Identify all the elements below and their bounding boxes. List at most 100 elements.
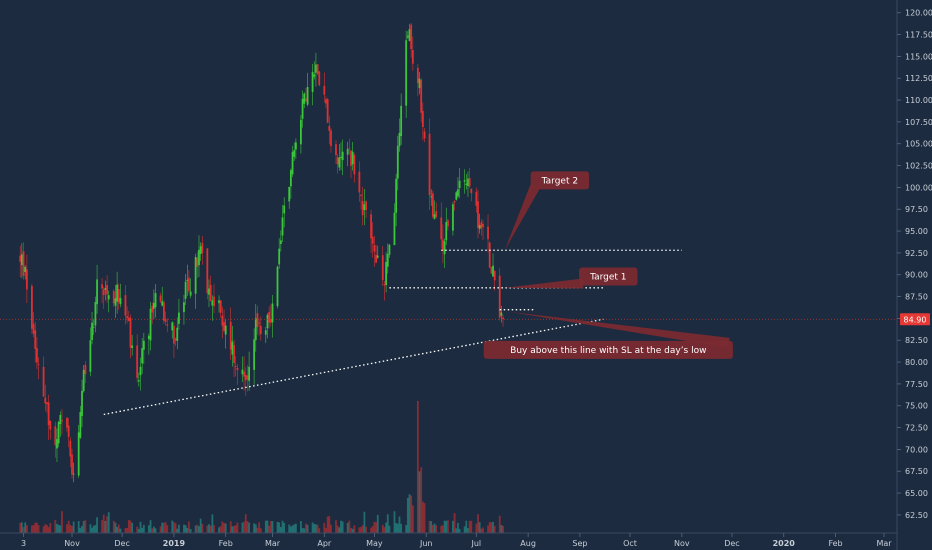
volume-bar: [183, 524, 185, 533]
volume-bar: [440, 525, 443, 533]
volume-bar: [84, 520, 87, 533]
volume-bar: [465, 520, 468, 533]
volume-bar: [477, 514, 479, 533]
candle: [371, 222, 374, 258]
candle: [189, 278, 192, 299]
volume-bar: [405, 525, 408, 533]
volume-bar: [346, 522, 349, 533]
candle: [151, 302, 154, 324]
candle: [487, 214, 489, 253]
candle: [500, 306, 503, 323]
candle: [223, 309, 225, 333]
candle: [56, 428, 58, 462]
candle: [77, 424, 80, 478]
candle: [373, 235, 376, 267]
volume-bar: [299, 521, 302, 533]
candle: [281, 204, 284, 242]
volume-bar: [325, 528, 327, 533]
x-tick-label: Feb: [828, 539, 842, 548]
volume-bar: [411, 505, 414, 533]
candle: [89, 327, 92, 377]
candle: [326, 97, 329, 124]
volume-bar: [184, 525, 187, 533]
target-1-note-text: Target 1: [589, 273, 626, 283]
volume-bar: [162, 522, 165, 533]
volume-bar: [294, 523, 297, 533]
candle: [176, 317, 179, 350]
volume-bar: [233, 525, 235, 533]
candle: [376, 245, 379, 259]
volume-bar: [166, 525, 169, 533]
volume-bar: [91, 527, 93, 533]
target-1-note[interactable]: Target 1: [504, 267, 638, 289]
candle: [173, 322, 175, 359]
candle: [455, 190, 458, 201]
candle: [315, 52, 317, 87]
volume-bar: [46, 524, 48, 533]
volume-bar: [117, 524, 120, 533]
volume-bar: [124, 527, 127, 533]
candle: [198, 235, 200, 278]
candle: [311, 63, 314, 106]
volume-bar: [244, 514, 247, 533]
candle: [57, 420, 60, 448]
candle: [423, 127, 426, 143]
volume-bar: [57, 524, 60, 533]
candle: [442, 224, 444, 264]
candle: [416, 63, 419, 97]
candle: [294, 138, 297, 159]
last-price-tag: 84.90: [900, 313, 930, 326]
volume-bar: [96, 517, 98, 533]
volume-bar: [365, 526, 367, 533]
y-tick-label: 62.50: [905, 511, 928, 520]
candle: [453, 200, 456, 211]
volume-bar: [338, 527, 341, 533]
volume-bar: [408, 494, 411, 533]
y-tick-label: 95.00: [905, 227, 928, 236]
candle: [291, 145, 294, 177]
volume-bar: [67, 520, 70, 533]
candle: [131, 334, 134, 356]
volume-bar: [381, 524, 384, 533]
volume-bar: [71, 526, 73, 533]
candle: [129, 314, 132, 359]
candle: [137, 372, 140, 387]
candle: [330, 128, 332, 153]
volume-bar: [370, 527, 372, 533]
volume-bar: [208, 524, 210, 533]
volume-bar: [383, 527, 386, 533]
buy-note[interactable]: Buy above this line with SL at the day’s…: [483, 311, 733, 359]
candle: [440, 202, 443, 249]
y-tick-label: 112.50: [905, 74, 932, 83]
candle: [231, 325, 234, 367]
candle: [433, 200, 436, 220]
candle: [253, 328, 256, 385]
candle: [478, 213, 481, 234]
candle: [475, 187, 478, 213]
candle: [346, 141, 349, 167]
candle: [139, 357, 142, 391]
last-price-tag-box: [900, 313, 930, 326]
y-tick-label: 82.50: [905, 336, 928, 345]
candle: [388, 243, 391, 258]
candle: [183, 294, 185, 325]
volume-bar: [104, 520, 107, 533]
volume-bar: [482, 527, 484, 533]
target-2-note[interactable]: Target 2: [504, 171, 590, 251]
candle: [470, 188, 473, 202]
volume-bar: [336, 525, 339, 533]
candle: [149, 301, 152, 351]
volume-bar: [101, 520, 103, 533]
volume-bar: [114, 522, 117, 533]
candle: [142, 333, 145, 364]
candle: [498, 268, 501, 321]
volume-bars: [19, 401, 504, 533]
y-tick-label: 102.50: [905, 162, 932, 171]
volume-bar: [151, 528, 154, 533]
candle: [348, 138, 351, 156]
candle: [468, 167, 471, 188]
candle: [411, 36, 414, 71]
volume-bar: [455, 528, 458, 533]
volume-bar: [500, 525, 503, 533]
